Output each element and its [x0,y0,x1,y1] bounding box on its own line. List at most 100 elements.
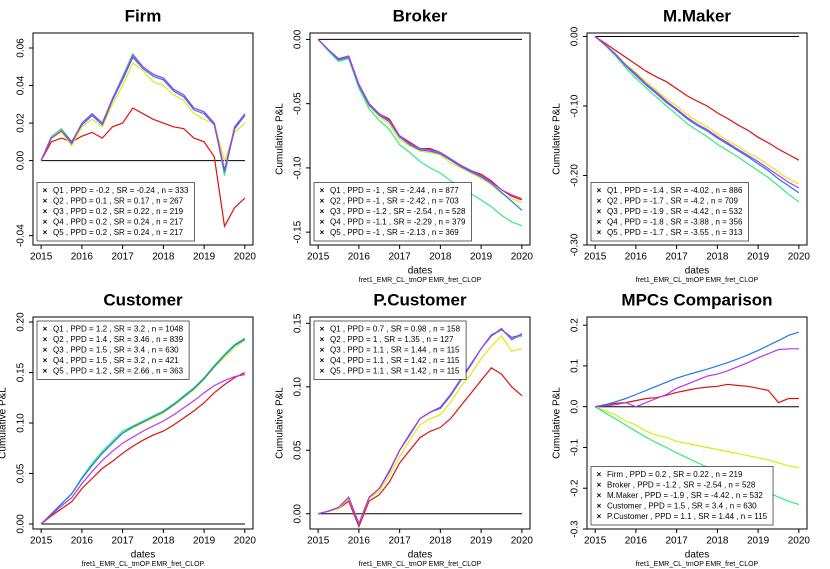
legend: × Q1 , PPD = 1.2 , SR = 3.2 , n = 1048 × Q2… [36,320,190,380]
series-line [594,36,800,203]
x-axis-label: dates [685,550,709,561]
series-line [40,338,246,525]
y-tick-label: 0.02 [16,113,27,133]
chart-title: Customer [103,290,183,309]
x-tick-label: 2019 [747,536,770,547]
legend-label: Customer , PPD = 1.5 , SR = 3.4 , n = 63… [607,501,757,510]
legend-marker: × [320,335,325,344]
y-tick-label: 0.06 [16,38,27,58]
x-tick-label: 2017 [112,252,135,263]
x-tick-label: 2020 [788,536,811,547]
series-line [594,36,800,161]
legend-label: Q5 , PPD = -1.7 , SR = -3.55 , n = 313 [607,228,743,237]
x-tick-label: 2020 [788,252,811,263]
legend-label: Q1 , PPD = -0.2 , SR = -0.24 , n = 333 [53,186,189,195]
y-tick-label: -0.30 [570,233,581,256]
plot-frame [586,316,808,530]
legend: × Q1 , PPD = -1 , SR = -2.44 , n = 877 × Q2… [313,182,472,242]
y-tick-label: 0.04 [16,75,27,95]
x-tick-label: 2018 [429,252,452,263]
x-tick-label: 2016 [348,252,371,263]
series-line [594,36,800,189]
chart-title: M.Maker [663,6,731,25]
legend-label: Q2 , PPD = -1.7 , SR = -4.2 , n = 709 [607,196,739,205]
subtitle: fret1_EMR_CL_tmOP EMR_fret_CLOP [82,561,205,568]
plot-frame [309,32,531,246]
legend-marker: × [597,491,602,500]
y-tick-label: -0.3 [570,520,581,538]
legend-marker: × [43,196,48,205]
y-tick-label: 0.05 [293,440,304,460]
x-tick-label: 2017 [666,252,689,263]
series-line [317,38,523,201]
y-tick-label: 0.05 [16,463,27,483]
legend-label: Q5 , PPD = 1.1 , SR = 1.42 , n = 115 [330,366,460,375]
x-tick-label: 2016 [625,536,648,547]
legend-label: Q3 , PPD = -1.9 , SR = -4.42 , n = 532 [607,207,743,216]
x-tick-label: 2016 [348,536,371,547]
y-tick-label: 0.15 [16,362,27,382]
subtitle: fret1_EMR_CL_tmOP EMR_fret_CLOP [359,561,482,568]
legend-label: Q3 , PPD = 1.5 , SR = 3.4 , n = 630 [53,345,179,354]
series-line [594,406,800,469]
legend: × Q1 , PPD = -0.2 , SR = -0.24 , n = 333 ×… [36,182,195,242]
legend-marker: × [43,207,48,216]
legend-marker: × [597,480,602,489]
y-tick-label: 0.10 [16,413,27,433]
legend: × Q1 , PPD = 0.7 , SR = 0.98 , n = 158 × Q2… [313,320,467,380]
series-line [594,383,799,408]
series-line [40,56,246,172]
legend-label: Q2 , PPD = 1 , SR = 1.35 , n = 127 [330,335,454,344]
legend-label: Q1 , PPD = -1.4 , SR = -4.02 , n = 886 [607,186,743,195]
x-tick-label: 2017 [112,536,135,547]
y-tick-label: -0.15 [293,220,304,243]
legend-label: Firm , PPD = 0.2 , SR = 0.22 , n = 219 [607,470,743,479]
x-tick-label: 2020 [234,536,257,547]
series-line [594,331,800,408]
x-axis-label: dates [131,550,155,561]
x-tick-label: 2015 [584,252,607,263]
subtitle: fret1_EMR_CL_tmOP EMR_fret_CLOP [359,277,482,284]
legend-label: Q4 , PPD = 1.1 , SR = 1.42 , n = 115 [330,356,460,365]
legend-marker: × [597,196,602,205]
x-tick-label: 2017 [389,536,412,547]
series-line [317,38,523,204]
legend-marker: × [597,512,602,521]
x-tick-label: 2019 [193,252,216,263]
y-tick-label: 0.0 [570,399,581,413]
x-tick-label: 2018 [706,252,729,263]
y-axis-label: Cumulative P&L [0,387,9,459]
y-tick-label: 0.00 [293,29,304,49]
series-line [594,36,800,185]
legend-label: Q3 , PPD = 1.1 , SR = 1.44 , n = 115 [330,345,460,354]
x-tick-label: 2015 [307,536,330,547]
x-tick-label: 2020 [511,252,534,263]
series-line [40,62,246,163]
legend-marker: × [43,345,48,354]
plot-frame [586,32,808,246]
x-tick-label: 2019 [193,536,216,547]
series-line [40,54,246,171]
y-tick-label: -0.2 [570,479,581,497]
legend-box [590,182,749,242]
y-tick-label: -0.1 [570,438,581,456]
series-line [40,371,246,525]
subtitle: fret1_EMR_CL_tmOP EMR_fret_CLOP [636,277,759,284]
x-tick-label: 2018 [429,536,452,547]
legend-box [313,320,467,380]
legend: × Firm , PPD = 0.2 , SR = 0.22 , n = 219 ×… [590,466,774,526]
y-tick-label: 0.00 [293,504,304,524]
legend-label: Q4 , PPD = -1.8 , SR = -3.88 , n = 356 [607,217,743,226]
legend-marker: × [43,356,48,365]
legend-marker: × [320,207,325,216]
legend-label: Q1 , PPD = 0.7 , SR = 0.98 , n = 158 [330,324,461,333]
x-tick-label: 2018 [152,252,175,263]
legend-label: Q4 , PPD = -1.1 , SR = -2.29 , n = 379 [330,217,466,226]
legend-marker: × [320,196,325,205]
legend-marker: × [597,217,602,226]
x-tick-label: 2019 [470,252,493,263]
x-axis-label: dates [408,550,432,561]
x-tick-label: 2015 [584,536,607,547]
